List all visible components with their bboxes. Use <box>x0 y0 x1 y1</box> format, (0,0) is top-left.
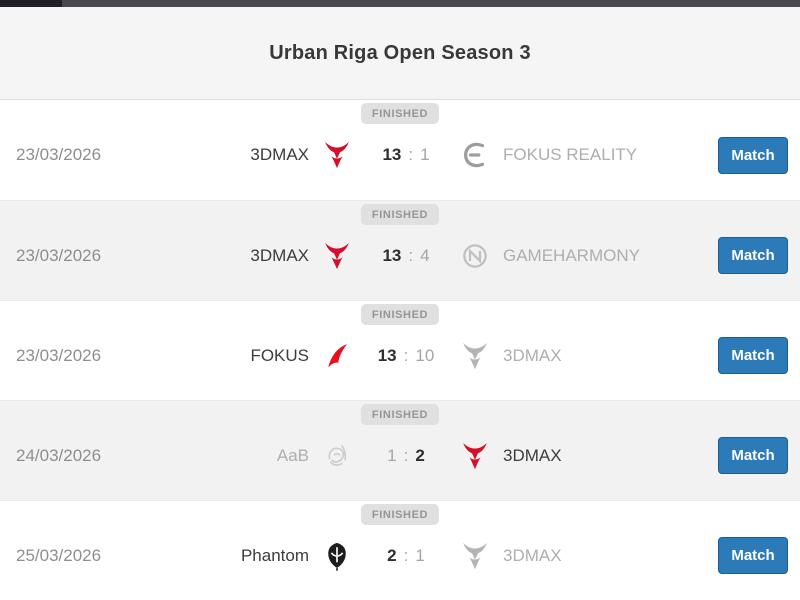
team1-score: 2 <box>387 545 397 565</box>
3dmax-devil-icon <box>322 140 352 170</box>
status-badge: FINISHED <box>360 103 440 124</box>
3dmax-devil-gray-icon <box>460 541 490 571</box>
team1: Phantom <box>120 541 360 571</box>
team2: FOKUS REALITY <box>452 140 692 170</box>
match-date: 25/03/2026 <box>16 545 102 565</box>
team1-name: 3DMAX <box>250 245 309 265</box>
match-action: Match <box>692 237 788 274</box>
score-separator: : <box>403 345 409 365</box>
match-score: 13 : 4 <box>360 246 452 266</box>
team1-name: AaB <box>276 445 309 465</box>
match-action: Match <box>692 437 788 474</box>
team2: GAMEHARMONY <box>452 241 692 271</box>
team2: 3DMAX <box>452 541 692 571</box>
team2-score: 1 <box>415 545 425 565</box>
fokus-reality-icon <box>460 140 490 170</box>
team2-name: 3DMAX <box>503 445 562 465</box>
match-row: FINISHED 23/03/2026 FOKUS 13 : 10 3DMAX … <box>0 300 800 400</box>
match-score: 13 : 1 <box>360 145 452 165</box>
status-badge: FINISHED <box>360 404 440 425</box>
team2-score: 1 <box>420 145 430 164</box>
fokus-icon <box>322 341 352 371</box>
status-badge: FINISHED <box>360 304 440 325</box>
team2: 3DMAX <box>452 441 692 471</box>
team1-score: 1 <box>387 445 397 465</box>
team1-score: 13 <box>382 145 402 164</box>
top-bar-left-segment <box>0 0 62 7</box>
match-score: 13 : 10 <box>360 346 452 366</box>
match-date: 23/03/2026 <box>16 245 102 265</box>
match-action: Match <box>692 136 788 174</box>
match-button[interactable]: Match <box>718 337 788 374</box>
match-button[interactable]: Match <box>718 237 788 274</box>
aab-icon <box>322 441 352 471</box>
status-badge: FINISHED <box>360 204 440 225</box>
match-row: FINISHED 23/03/2026 3DMAX 13 : 1 FOKUS R… <box>0 100 800 200</box>
team1-score: 13 <box>377 345 397 365</box>
top-bar <box>0 0 800 7</box>
team2-name: GAMEHARMONY <box>503 245 640 265</box>
match-list: FINISHED 23/03/2026 3DMAX 13 : 1 FOKUS R… <box>0 100 800 600</box>
match-button[interactable]: Match <box>718 437 788 474</box>
match-row: FINISHED 25/03/2026 Phantom 2 : 1 3DMAX … <box>0 500 800 600</box>
3dmax-devil-icon <box>322 241 352 271</box>
match-score: 1 : 2 <box>360 446 452 466</box>
match-date: 23/03/2026 <box>16 345 102 365</box>
match-score: 2 : 1 <box>360 546 452 566</box>
gameharmony-icon <box>460 241 490 271</box>
score-separator: : <box>408 245 414 265</box>
score-separator: : <box>403 545 409 565</box>
team1-name: Phantom <box>240 545 309 565</box>
team2-name: FOKUS REALITY <box>503 145 638 164</box>
match-action: Match <box>692 337 788 374</box>
score-separator: : <box>408 145 414 164</box>
team1-name: FOKUS <box>250 345 309 365</box>
status-badge: FINISHED <box>360 504 440 525</box>
team2-score: 10 <box>415 345 435 365</box>
event-header: Urban Riga Open Season 3 <box>0 7 800 100</box>
team2-name: 3DMAX <box>503 545 562 565</box>
team1-name: 3DMAX <box>250 145 309 164</box>
team2-score: 4 <box>420 245 430 265</box>
3dmax-devil-gray-icon <box>460 341 490 371</box>
match-row: FINISHED 23/03/2026 3DMAX 13 : 4 GAMEHAR… <box>0 200 800 300</box>
page-title: Urban Riga Open Season 3 <box>269 41 531 64</box>
team2: 3DMAX <box>452 341 692 371</box>
team2-name: 3DMAX <box>503 345 562 365</box>
match-date: 23/03/2026 <box>16 145 102 164</box>
match-button[interactable]: Match <box>718 136 788 174</box>
match-action: Match <box>692 537 788 574</box>
match-button[interactable]: Match <box>718 537 788 574</box>
team1: 3DMAX <box>120 140 360 170</box>
team1: FOKUS <box>120 341 360 371</box>
match-date: 24/03/2026 <box>16 445 102 465</box>
team2-score: 2 <box>415 445 425 465</box>
team1: 3DMAX <box>120 241 360 271</box>
team1-score: 13 <box>382 245 402 265</box>
team1: AaB <box>120 441 360 471</box>
match-row: FINISHED 24/03/2026 AaB 1 : 2 3DMAX Matc… <box>0 400 800 500</box>
phantom-mask-icon <box>322 541 352 571</box>
3dmax-devil-icon <box>460 441 490 471</box>
score-separator: : <box>403 445 409 465</box>
